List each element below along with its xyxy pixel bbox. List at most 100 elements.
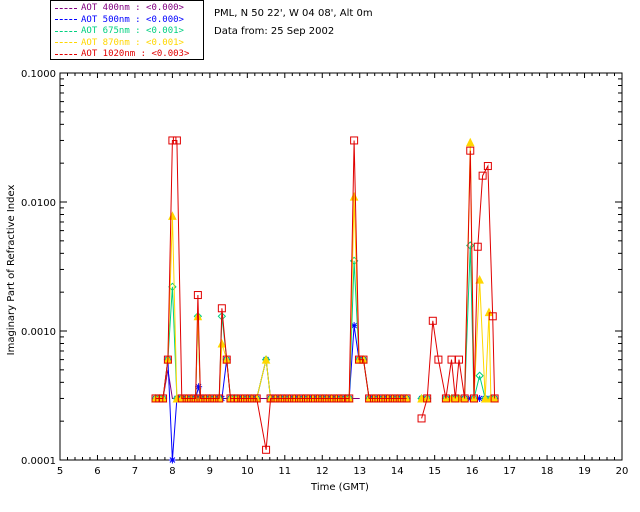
data-point [369,394,378,403]
data-point [345,394,354,403]
legend-entry: AOT 870nm : <0.001> [55,37,184,49]
x-tick-label: 15 [428,466,441,477]
legend-entry: AOT 1020nm : <0.003> [55,48,189,60]
data-point [337,394,345,403]
data-point [359,355,368,364]
x-tick-label: 10 [241,466,254,477]
data-point [476,394,484,402]
data-point [163,355,172,364]
data-point [465,137,475,147]
series-line [155,325,407,461]
data-point [262,445,271,454]
data-point [168,136,177,145]
location-text: PML, N 50 22', W 04 08', Alt 0m [214,8,373,19]
y-tick-label: 0.1000 [21,69,56,80]
data-point [350,322,358,330]
data-point [233,394,242,403]
data-point [475,371,484,380]
data-point [172,136,181,145]
series-1 [152,322,499,464]
data-point [378,394,387,403]
data-point [215,394,224,403]
legend-entry: AOT 500nm : <0.000> [55,14,184,26]
x-tick-label: 17 [503,466,516,477]
data-point [327,394,336,403]
legend-label: AOT 400nm : <0.000> [81,3,184,13]
data-point [434,355,443,364]
data-point [217,304,226,313]
legend-label: AOT 1020nm : <0.003> [81,49,190,59]
x-tick-label: 8 [169,466,175,477]
data-point [483,162,492,171]
data-point [243,394,252,403]
legend-entry: AOT 675nm : <0.001> [55,25,184,37]
data-point [473,242,482,251]
data-point [304,394,313,403]
x-tick-label: 6 [94,466,100,477]
series-4 [151,136,499,454]
data-point [238,394,247,403]
legend-label: AOT 870nm : <0.001> [81,37,184,48]
data-point [470,394,479,403]
x-tick-label: 12 [316,466,329,477]
legend-entry: AOT 400nm : <0.000> [55,2,184,14]
series-2 [151,241,499,403]
series-line [155,140,407,450]
data-point [397,394,406,403]
data-point [488,312,497,321]
data-point [210,394,219,403]
x-tick-label: 9 [207,466,213,477]
x-tick-label: 20 [616,466,629,477]
data-point [428,316,437,325]
data-point [193,291,202,300]
series-line [155,260,407,399]
axes: 5 6 7 8 9 10 11 12 13 14 15 16 17 18 19 20 0.0001 0.0010 0… [21,69,628,477]
data-point [261,355,271,364]
data-point [295,394,304,403]
x-tick-label: 16 [466,466,479,477]
data-point [460,394,469,403]
data-point [182,394,191,403]
y-tick-label: 0.0100 [21,198,56,209]
data-point [417,414,426,423]
data-point [322,394,331,403]
data-point [423,394,432,403]
plot-frame [59,72,623,461]
data-point [285,394,294,403]
legend-swatch [55,53,77,55]
data-point [402,394,411,403]
data-point [350,136,359,145]
x-tick-label: 18 [541,466,554,477]
data-point [191,394,200,403]
data-point [466,146,475,155]
data-point [478,171,487,180]
x-axis-label: Time (GMT) [310,482,369,493]
date-text: Data from: 25 Sep 2002 [214,26,335,37]
data-point [266,394,275,403]
series-3 [151,137,499,403]
x-tick-label: 14 [391,466,404,477]
data-point [252,394,261,403]
legend-swatch [55,42,77,43]
x-tick-label: 19 [578,466,591,477]
data-point [308,394,317,403]
data-point [271,394,280,403]
data-point [365,394,374,403]
legend-swatch [55,30,77,32]
data-point [388,394,397,403]
y-tick-label: 0.0010 [21,327,56,338]
data-point [455,355,464,364]
data-point [168,456,176,464]
data-point [374,394,383,403]
data-point [451,394,460,403]
legend: AOT 400nm : <0.000> AOT 500nm : <0.000> AO… [50,0,204,60]
data-point [393,394,402,403]
data-point [313,394,322,403]
x-tick-label: 7 [132,466,138,477]
data-point [201,394,210,403]
data-point [354,355,363,364]
data-point [159,394,168,403]
data-point [383,394,392,403]
legend-label: AOT 675nm : <0.001> [81,26,184,36]
y-tick-label: 0.0001 [21,456,56,467]
